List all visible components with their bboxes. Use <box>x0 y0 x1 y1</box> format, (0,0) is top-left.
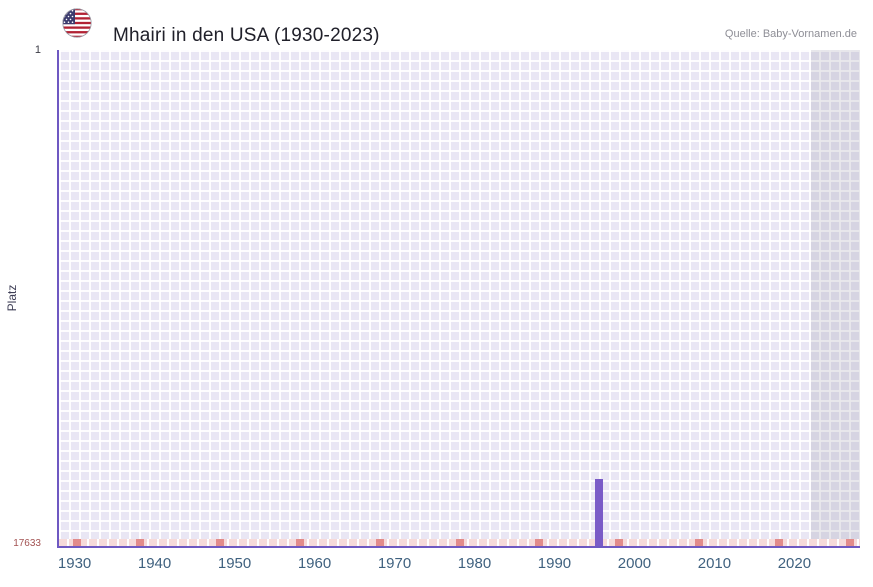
y-axis-top-tick-label: 1 <box>34 44 41 56</box>
rank-bar[interactable] <box>595 479 604 546</box>
y-axis-bottom-tick-label: 17633 <box>13 538 41 549</box>
x-axis-tick-label-1990: 1990 <box>537 555 572 572</box>
unranked-decade-mark-1988 <box>535 539 544 546</box>
unranked-decade-mark-2018 <box>774 539 783 546</box>
x-axis-tick-label-1930: 1930 <box>57 555 92 572</box>
x-axis-tick-label-1980: 1980 <box>457 555 492 572</box>
chart-title: Mhairi in den USA (1930-2023) <box>113 24 380 46</box>
x-axis-tick-label-1940: 1940 <box>137 555 172 572</box>
plot-area[interactable] <box>57 50 860 548</box>
future-region-shade <box>810 50 860 546</box>
unranked-decade-mark-1938 <box>136 539 145 546</box>
unranked-decade-mark-2027 <box>846 539 855 546</box>
x-axis-tick-label-1970: 1970 <box>377 555 412 572</box>
x-axis-tick-label-2000: 2000 <box>617 555 652 572</box>
x-axis-tick-label-2020: 2020 <box>777 555 812 572</box>
source-label: Quelle: Baby-Vornamen.de <box>724 28 857 40</box>
unranked-decade-mark-1958 <box>295 539 304 546</box>
us-flag-icon <box>62 8 92 38</box>
unranked-decade-mark-1948 <box>216 539 225 546</box>
x-axis: 1930 1940 1950 1960 1970 1980 1990 2000 2010 2020 <box>57 555 860 573</box>
unranked-decade-mark-2008 <box>694 539 703 546</box>
y-axis-title: Platz <box>5 284 19 312</box>
unranked-decade-mark-1978 <box>455 539 464 546</box>
unranked-decade-mark-1930 <box>72 539 81 546</box>
x-axis-tick-label-1950: 1950 <box>217 555 252 572</box>
x-axis-tick-label-1960: 1960 <box>297 555 332 572</box>
unranked-decade-mark-1998 <box>615 539 624 546</box>
x-axis-tick-label-2010: 2010 <box>697 555 732 572</box>
unranked-decade-mark-1968 <box>375 539 384 546</box>
